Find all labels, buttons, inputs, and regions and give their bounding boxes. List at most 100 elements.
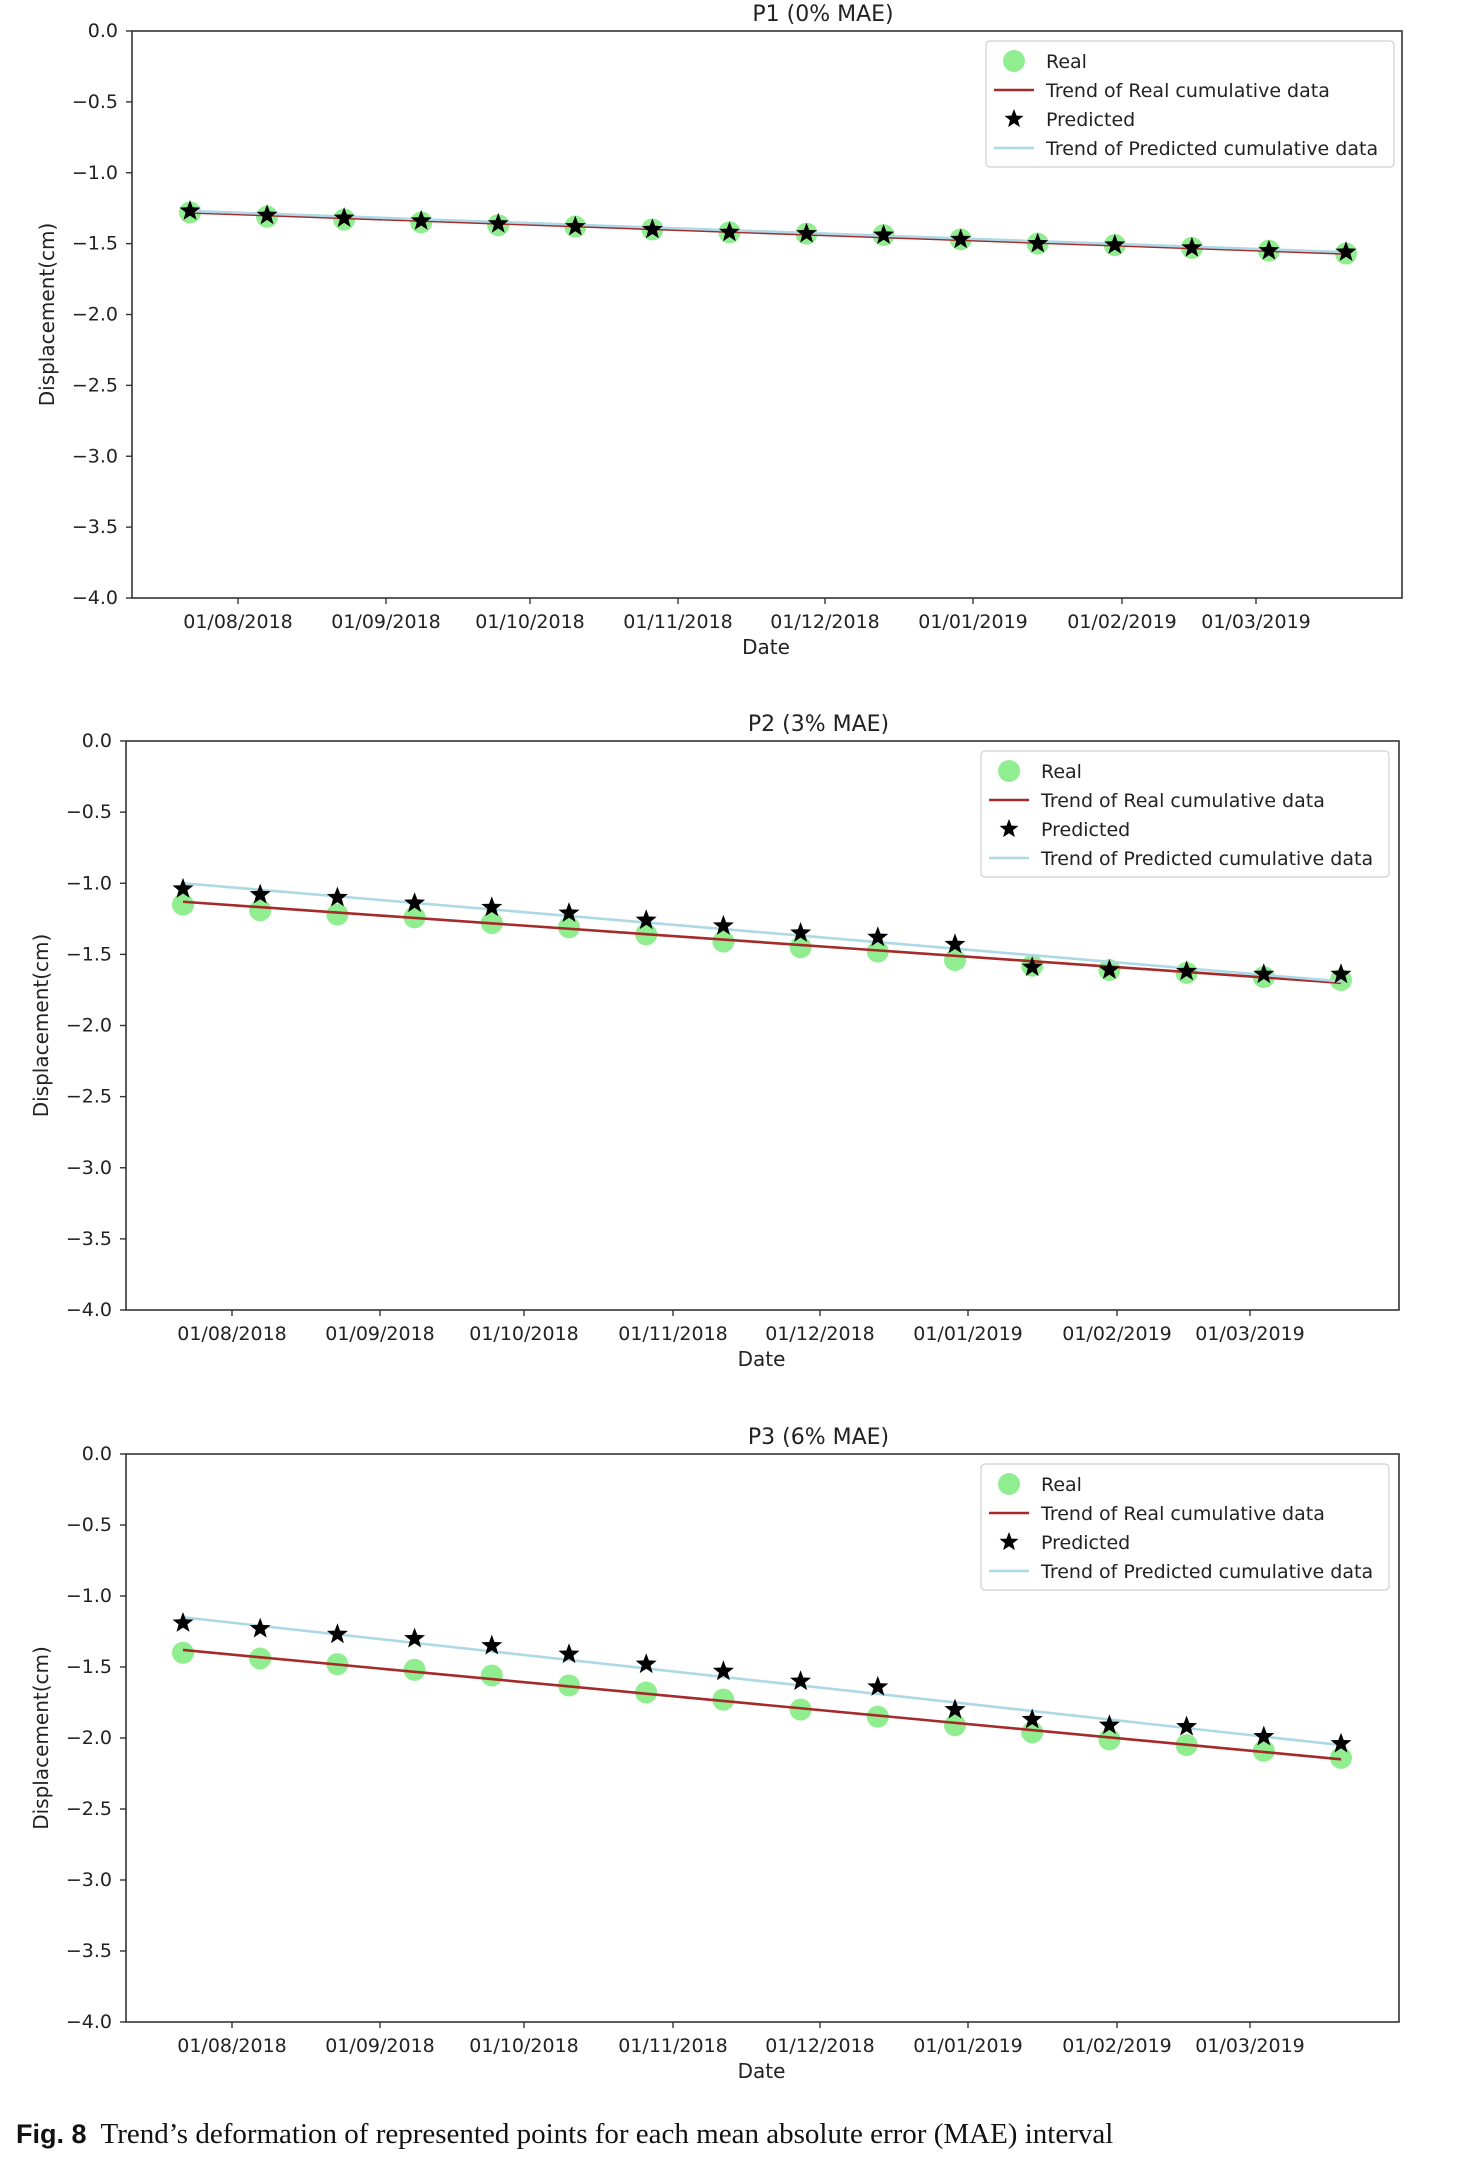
predicted-point — [1253, 963, 1275, 984]
legend-label: Trend of Real cumulative data — [1045, 80, 1330, 102]
predicted-point — [249, 1617, 271, 1638]
x-tick-label: 01/08/2018 — [183, 611, 293, 633]
legend-real-marker — [998, 1473, 1020, 1495]
real-point — [558, 916, 580, 939]
y-tick-label: −0.5 — [66, 1514, 112, 1536]
legend-label: Real — [1041, 1474, 1082, 1496]
predicted-point — [404, 892, 426, 913]
legend-label: Predicted — [1041, 1532, 1130, 1554]
x-tick-label: 01/08/2018 — [177, 1323, 287, 1345]
x-tick-label: 01/09/2018 — [325, 2035, 435, 2057]
predicted-point — [1021, 1708, 1043, 1729]
legend-real-marker — [1003, 50, 1025, 72]
legend-box — [985, 40, 1395, 168]
legend-predicted-marker — [999, 1532, 1019, 1551]
x-tick-label: 01/09/2018 — [331, 611, 441, 633]
predicted-point — [487, 212, 509, 233]
predicted-point — [1176, 960, 1198, 981]
predicted-point — [256, 204, 278, 225]
real-point — [172, 893, 194, 916]
y-tick-label: −2.5 — [66, 1086, 112, 1108]
predicted-point — [410, 209, 432, 230]
y-axis-title: Displacement(cm) — [35, 223, 59, 407]
predicted-point — [249, 883, 271, 904]
predicted-point — [950, 228, 972, 249]
predicted-point — [333, 207, 355, 227]
legend-label: Trend of Predicted cumulative data — [1040, 1561, 1373, 1583]
real-point — [789, 1698, 812, 1721]
predicted-point — [873, 224, 895, 244]
predicted-trend-line — [189, 209, 1347, 254]
y-tick-label: −4.0 — [66, 1299, 112, 1321]
x-tick-label: 01/10/2018 — [469, 1323, 579, 1345]
predicted-point — [172, 877, 194, 898]
y-tick-label: −2.0 — [72, 304, 118, 326]
y-tick-label: −3.5 — [66, 1940, 112, 1962]
y-tick-label: −0.5 — [66, 801, 112, 823]
y-tick-label: −3.5 — [72, 516, 118, 538]
legend-label: Predicted — [1046, 109, 1135, 131]
y-tick-label: −0.5 — [72, 91, 118, 113]
legend: Real Trend of Real cumulative data Predict… — [980, 1463, 1390, 1591]
predicted-point — [712, 1660, 734, 1681]
real-point — [403, 1658, 426, 1681]
real-point — [249, 899, 272, 922]
x-tick-label: 01/11/2018 — [623, 611, 733, 633]
real-point — [712, 930, 735, 953]
predicted-point — [719, 221, 740, 242]
x-tick-label: 01/10/2018 — [469, 2035, 579, 2057]
predicted-point — [641, 218, 663, 239]
legend-label: Real — [1041, 761, 1082, 783]
predicted-point — [790, 922, 812, 942]
predicted-point — [635, 909, 657, 930]
real-trend-line — [189, 211, 1347, 255]
x-tick-label: 01/01/2019 — [913, 2035, 1023, 2057]
chart-panel-2: P2 (3% MAE) 0.0 −0.5 −1.0 −1.5 −2.0 −2.5 −3.0 −3… — [29, 712, 1400, 1371]
legend-label: Trend of Real cumulative data — [1040, 790, 1325, 812]
predicted-point — [867, 1675, 889, 1696]
predicted-point — [404, 1627, 426, 1648]
chart-title: P2 (3% MAE) — [748, 712, 889, 737]
predicted-point — [326, 1623, 348, 1644]
y-tick-label: −1.5 — [72, 233, 118, 255]
predicted-point — [481, 1634, 503, 1655]
predicted-point — [179, 200, 201, 220]
predicted-point — [944, 1698, 966, 1719]
real-point — [944, 949, 966, 972]
legend-label: Predicted — [1041, 819, 1130, 841]
y-tick-label: −1.5 — [66, 943, 112, 965]
x-tick-label: 01/12/2018 — [765, 2035, 875, 2057]
legend: Real Trend of Real cumulative data Predict… — [980, 750, 1390, 878]
y-axis-title: Displacement(cm) — [29, 934, 53, 1118]
x-tick-label: 01/09/2018 — [325, 1323, 435, 1345]
x-tick-label: 01/11/2018 — [618, 2035, 728, 2057]
predicted-point — [635, 1653, 657, 1674]
predicted-point — [1253, 1725, 1275, 1746]
x-tick-label: 01/03/2019 — [1201, 611, 1311, 633]
y-tick-label: 0.0 — [82, 730, 112, 752]
legend-real-marker — [998, 760, 1020, 782]
real-point — [1021, 1721, 1044, 1744]
real-point — [789, 936, 812, 959]
predicted-point — [558, 1643, 580, 1664]
y-tick-label: −4.0 — [72, 587, 118, 609]
predicted-point — [564, 215, 586, 236]
predicted-point — [1330, 1732, 1352, 1753]
real-trend-line — [182, 1648, 1342, 1761]
predicted-trend-line — [182, 1616, 1342, 1747]
legend-box — [980, 1463, 1390, 1591]
y-tick-label: −3.5 — [66, 1228, 112, 1250]
x-tick-label: 01/12/2018 — [765, 1323, 875, 1345]
x-axis-title: Date — [738, 2059, 786, 2083]
y-tick-label: −3.0 — [72, 445, 118, 467]
y-tick-label: −2.0 — [66, 1727, 112, 1749]
figure-caption-text: Trend’s deformation of represented point… — [100, 2118, 1114, 2150]
x-tick-label: 01/03/2019 — [1195, 1323, 1305, 1345]
real-point — [172, 1641, 194, 1664]
y-tick-label: 0.0 — [82, 1443, 112, 1465]
x-tick-label: 01/12/2018 — [770, 611, 880, 633]
y-tick-label: −1.0 — [66, 1585, 112, 1607]
predicted-point — [1258, 239, 1280, 260]
predicted-point — [1104, 234, 1126, 254]
